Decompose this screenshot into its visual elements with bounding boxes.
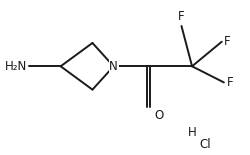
Text: F: F — [224, 35, 231, 48]
Text: Cl: Cl — [199, 138, 210, 151]
Text: F: F — [226, 76, 233, 89]
Text: N: N — [109, 60, 118, 73]
Text: O: O — [154, 109, 163, 122]
Text: F: F — [178, 11, 185, 23]
Text: H: H — [188, 126, 196, 139]
Text: H₂N: H₂N — [4, 60, 27, 73]
